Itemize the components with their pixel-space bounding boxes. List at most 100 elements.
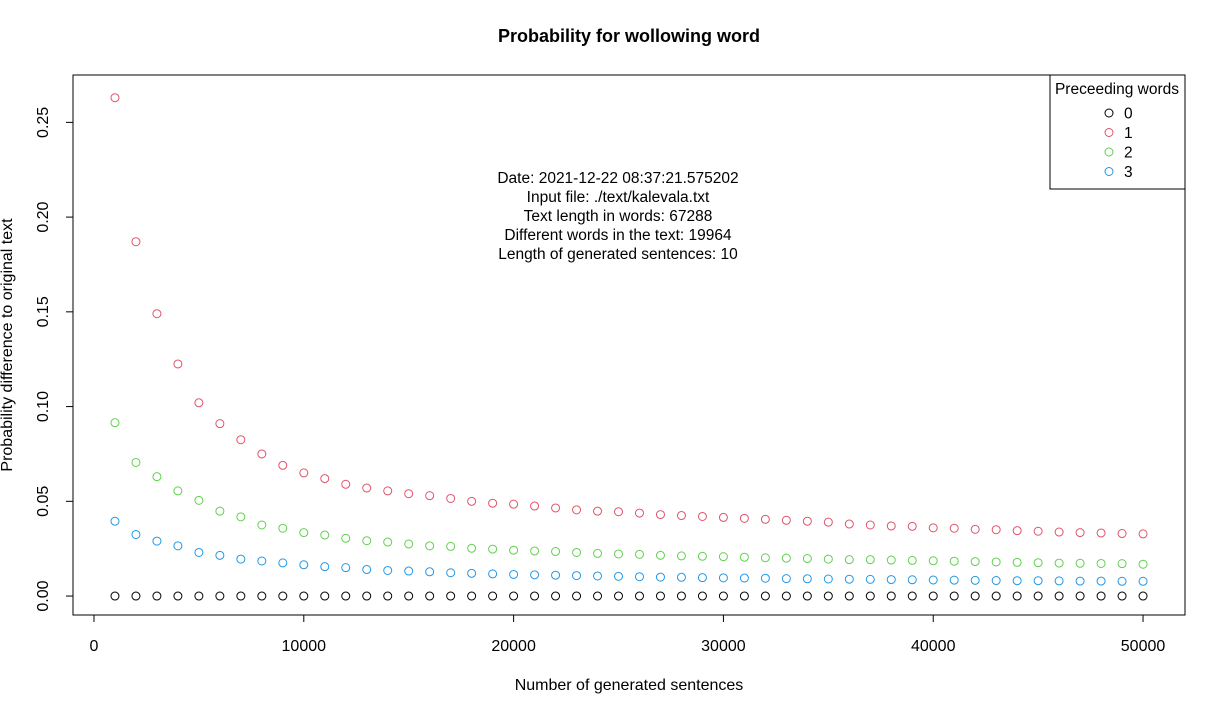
series-2 [110,418,1148,569]
annotation-text-length: Text length in words: 67288 [524,208,713,225]
data-point [886,521,896,531]
data-point [320,562,330,572]
data-point [697,551,707,561]
data-point [299,560,309,570]
data-point [362,483,372,493]
data-point [404,591,414,601]
data-point [823,574,833,584]
data-point [928,591,938,601]
data-point [907,521,917,531]
data-point [152,536,162,546]
data-point [446,591,456,601]
annotation-block: Date: 2021-12-22 08:37:21.575202 Input f… [497,170,738,263]
data-point [257,520,267,530]
data-point [488,569,498,579]
data-point [865,520,875,530]
data-point [634,549,644,559]
data-point [1117,576,1127,586]
x-axis-label: Number of generated sentences [515,677,744,694]
legend: Preceeding words 0 1 2 3 [1049,74,1186,190]
data-point [676,511,686,521]
data-point [215,591,225,601]
data-point [614,507,624,517]
data-point [949,523,959,533]
data-point [488,591,498,601]
data-point [530,570,540,580]
data-point [907,591,917,601]
data-point [341,479,351,489]
data-point [215,506,225,516]
data-point [991,557,1001,567]
data-point [593,506,603,516]
data-point [1054,558,1064,568]
data-point [236,512,246,522]
data-point [655,510,665,520]
x-tick-label: 20000 [491,638,536,655]
data-point [781,515,791,525]
data-point [676,591,686,601]
data-point [509,499,519,509]
data-point [1054,527,1064,537]
data-point [634,591,644,601]
data-point [1033,526,1043,536]
data-point [991,525,1001,535]
data-point [886,591,896,601]
data-point [1054,591,1064,601]
data-point [697,511,707,521]
data-point [194,591,204,601]
data-point [676,572,686,582]
data-point [970,591,980,601]
data-point [236,591,246,601]
data-point [802,516,812,526]
data-point [718,591,728,601]
data-point [1138,529,1148,539]
data-point [718,512,728,522]
data-point [970,575,980,585]
data-point [739,591,749,601]
data-point [739,573,749,583]
x-tick-label: 0 [90,638,99,655]
data-point [110,516,120,526]
data-point [949,575,959,585]
data-point [110,93,120,103]
data-point [907,575,917,585]
y-tick-label: 0.05 [35,486,52,517]
data-point [131,457,141,467]
data-point [551,591,561,601]
data-point [383,565,393,575]
data-point [593,571,603,581]
data-point [572,547,582,557]
annotation-different-words: Different words in the text: 19964 [504,227,732,244]
data-point [614,591,624,601]
data-point [655,591,665,601]
data-point [970,524,980,534]
data-point [1138,591,1148,601]
data-point [886,575,896,585]
data-point [278,523,288,533]
data-point [446,568,456,578]
data-point [1096,591,1106,601]
data-point [1012,576,1022,586]
data-point [823,517,833,527]
data-point [173,591,183,601]
data-point [257,449,267,459]
series-3 [110,516,1148,586]
annotation-date: Date: 2021-12-22 08:37:21.575202 [497,170,738,187]
data-point [425,541,435,551]
y-axis: 0.00 0.05 0.10 0.15 0.20 0.25 [35,107,74,612]
data-point [844,591,854,601]
data-point [194,398,204,408]
data-point [1033,558,1043,568]
data-point [551,570,561,580]
data-point [781,591,791,601]
data-point [467,591,477,601]
legend-marker [1104,108,1114,118]
annotation-input-file: Input file: ./text/kalevala.txt [527,189,710,206]
y-tick-label: 0.20 [35,201,52,232]
x-tick-label: 30000 [701,638,746,655]
data-point [1033,576,1043,586]
y-tick-label: 0.10 [35,391,52,422]
data-point [530,591,540,601]
data-point [1075,576,1085,586]
